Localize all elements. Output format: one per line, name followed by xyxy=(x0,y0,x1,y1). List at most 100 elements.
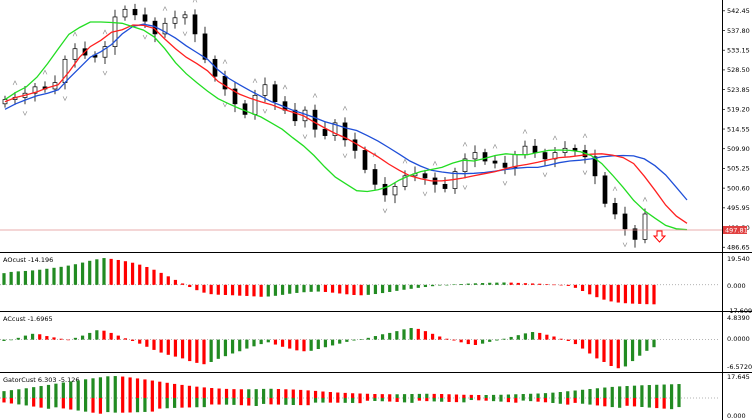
gator-lower-bar xyxy=(662,398,666,409)
gator-upper-bar xyxy=(669,384,674,398)
ac-bar xyxy=(66,339,70,341)
gator-upper-bar xyxy=(173,383,177,398)
gator-upper-bar xyxy=(158,381,162,398)
gator-upper-bar xyxy=(632,385,637,398)
gator-lower-bar xyxy=(677,398,681,408)
ao-bar xyxy=(109,258,113,285)
fractal-up-icon xyxy=(552,135,558,141)
gator-lower-bar xyxy=(618,398,622,408)
ao-bar xyxy=(38,269,42,285)
ac-bar xyxy=(373,336,378,340)
ao-bar xyxy=(545,284,549,285)
gator-upper-bar xyxy=(202,387,206,398)
fractal-up-icon xyxy=(312,92,318,98)
gator-lower-bar xyxy=(373,398,377,401)
gator-lower-bar xyxy=(232,398,236,405)
gator-upper-bar xyxy=(447,394,451,398)
ac-bar xyxy=(488,339,492,342)
ac-bar xyxy=(516,335,520,340)
ac-bar xyxy=(209,339,213,362)
gator-lower-bar xyxy=(388,398,392,402)
ac-bar xyxy=(288,339,292,349)
ac-pane[interactable]: ACcust -1.6965 4.8390 0.0000 -6.5720 xyxy=(0,314,752,371)
ao-bar xyxy=(73,264,78,285)
gator-upper-bar xyxy=(165,382,169,398)
fractal-down-icon xyxy=(422,191,428,197)
gator-lower-bar xyxy=(313,398,318,403)
gator-lower-bar xyxy=(24,398,28,406)
ao-bar xyxy=(338,284,342,294)
gator-lower-bar xyxy=(299,398,303,406)
ao-bar xyxy=(116,259,120,285)
ao-pane[interactable]: AOcust -14.196 19.540 0.000 -17.609 xyxy=(0,255,752,315)
gator-upper-bar xyxy=(313,390,318,398)
gator-upper-bar xyxy=(299,389,303,398)
ao-bar xyxy=(202,284,206,293)
ao-bar xyxy=(52,267,56,285)
ao-bar xyxy=(230,284,235,296)
gator-lower-bar xyxy=(91,398,95,413)
alligator-teeth-line xyxy=(4,24,688,224)
candle-body xyxy=(32,86,38,94)
price-axis-label: 514.55 xyxy=(727,125,750,133)
gator-upper-bar xyxy=(187,385,192,398)
gator-upper-bar xyxy=(410,394,414,398)
ac-bar xyxy=(330,339,335,346)
ao-bar xyxy=(95,259,99,285)
ao-bar xyxy=(130,262,135,285)
candle-body xyxy=(332,122,338,136)
ac-bar xyxy=(123,338,128,340)
ac-axis-label: 4.8390 xyxy=(727,314,750,322)
gator-upper-bar xyxy=(388,394,392,398)
ao-bar xyxy=(538,283,542,285)
ac-bar xyxy=(323,339,328,348)
ac-bar xyxy=(245,339,249,349)
candle-body xyxy=(532,145,538,153)
ac-bar xyxy=(295,339,299,351)
price-axis: 542.45 537.80 533.15 528.50 523.85 519.20 514.… xyxy=(722,7,750,252)
ao-bar xyxy=(59,266,63,285)
gator-upper-bar xyxy=(150,380,154,398)
fractal-up-icon xyxy=(42,69,48,75)
gator-lower-bar xyxy=(98,398,103,414)
ao-bar xyxy=(473,283,478,285)
ao-bar xyxy=(488,282,492,285)
candle-body xyxy=(122,8,128,18)
alligator-lips-line xyxy=(4,21,688,231)
ao-bar xyxy=(238,284,242,296)
gator-lower-bar xyxy=(417,398,421,401)
ac-bar xyxy=(580,339,585,349)
ao-bar xyxy=(280,284,285,295)
ao-bar xyxy=(516,282,520,285)
gator-upper-bar xyxy=(9,390,14,398)
gator-upper-bar xyxy=(91,378,95,398)
ao-bar xyxy=(323,284,328,292)
ac-bar xyxy=(345,339,349,342)
gator-lower-bar xyxy=(566,398,570,405)
fractal-down-icon xyxy=(142,34,148,40)
ao-bar xyxy=(573,284,578,288)
gator-upper-bar xyxy=(469,394,473,398)
ac-bar xyxy=(230,339,235,354)
gator-upper-bar xyxy=(603,387,607,398)
gator-upper-bar xyxy=(640,385,644,398)
gator-lower-bar xyxy=(113,398,117,413)
gator-lower-bar xyxy=(625,398,629,406)
gator-upper-bar xyxy=(262,388,266,398)
alligator-jaw-line xyxy=(4,23,688,201)
gator-pane[interactable]: GatorCust 6.303 -5.126 17.645 0.000 xyxy=(0,373,750,420)
gator-lower-bar xyxy=(432,398,436,402)
gator-upper-bar xyxy=(180,384,184,398)
price-axis-label: 519.20 xyxy=(727,106,750,114)
gator-upper-bar xyxy=(239,389,243,398)
price-chart-pane[interactable] xyxy=(2,0,688,248)
candle-body xyxy=(542,152,548,160)
fractal-down-icon xyxy=(102,70,108,76)
ao-bar xyxy=(380,284,385,294)
ao-bar xyxy=(195,284,199,291)
price-axis-label: 528.50 xyxy=(727,66,750,74)
ao-bar xyxy=(423,284,428,288)
gator-lower-bar xyxy=(499,398,503,402)
price-axis-label: 500.60 xyxy=(727,184,750,192)
